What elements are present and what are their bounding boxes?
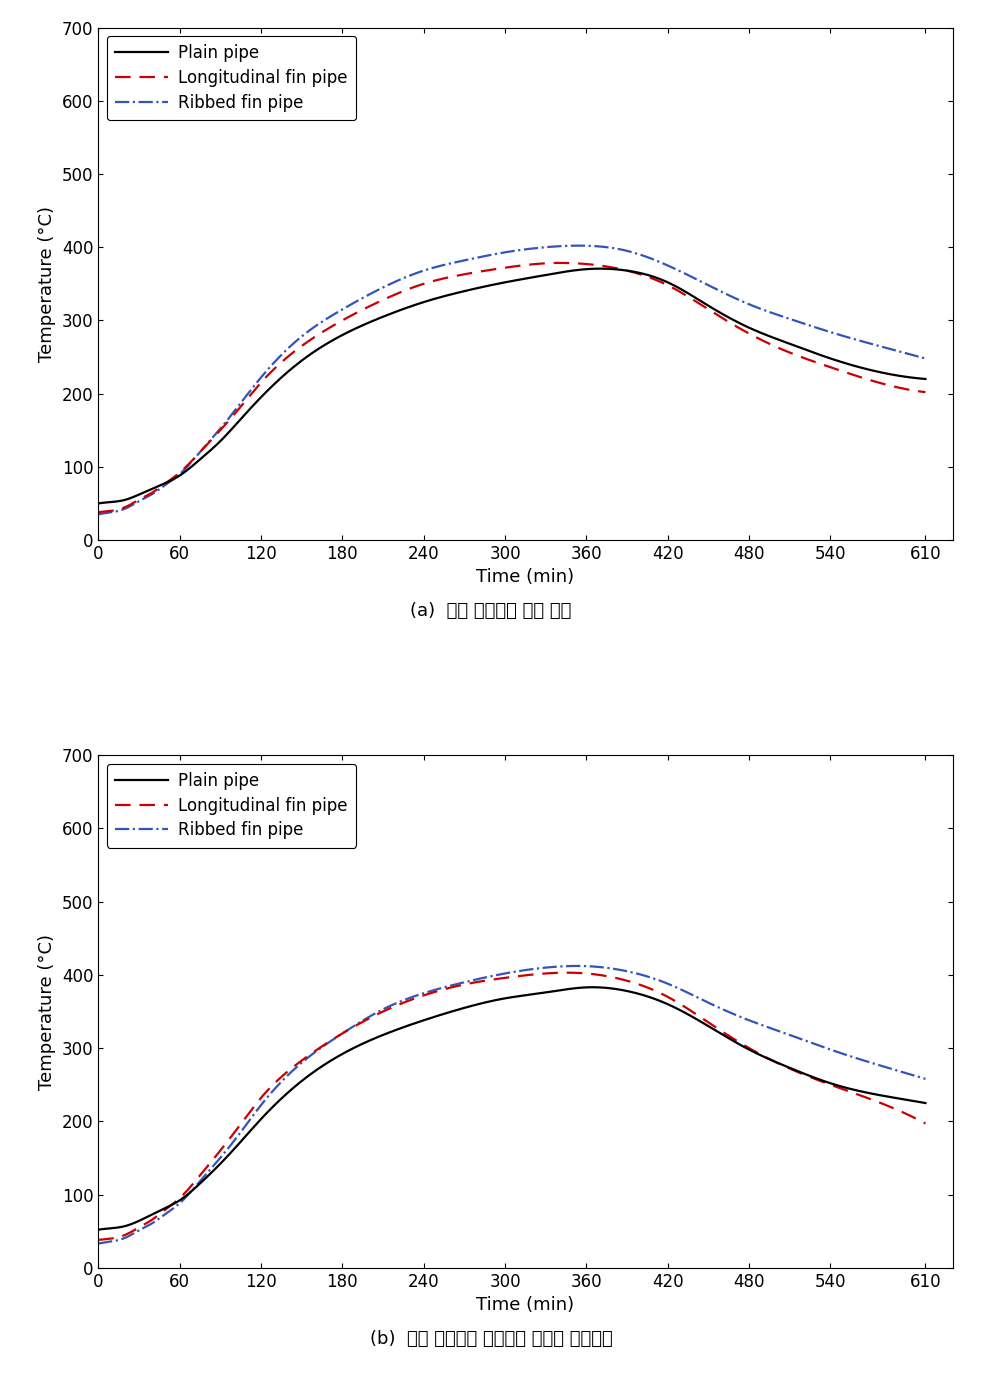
- Ribbed fin pipe: [571, 958, 582, 974]
- Ribbed fin pipe: [595, 959, 607, 976]
- Ribbed fin pipe: [92, 506, 104, 522]
- Plain pipe: [805, 343, 817, 360]
- Y-axis label: Temperature (°C): Temperature (°C): [38, 933, 56, 1090]
- Ribbed fin pipe: [143, 488, 155, 504]
- Text: (a)  중앙 단면에서 표면 위치: (a) 중앙 단면에서 표면 위치: [410, 602, 572, 620]
- Longitudinal fin pipe: [621, 973, 632, 989]
- Plain pipe: [805, 1068, 817, 1084]
- Longitudinal fin pipe: [143, 486, 155, 503]
- Plain pipe: [573, 980, 584, 996]
- Plain pipe: [595, 260, 607, 277]
- Longitudinal fin pipe: [595, 967, 607, 984]
- Ribbed fin pipe: [805, 1035, 817, 1051]
- Plain pipe: [595, 980, 607, 996]
- Ribbed fin pipe: [595, 238, 607, 255]
- Longitudinal fin pipe: [92, 504, 104, 521]
- Line: Ribbed fin pipe: Ribbed fin pipe: [98, 245, 925, 514]
- Plain pipe: [594, 260, 606, 277]
- Ribbed fin pipe: [573, 237, 585, 254]
- Line: Longitudinal fin pipe: Longitudinal fin pipe: [98, 973, 925, 1240]
- Legend: Plain pipe, Longitudinal fin pipe, Ribbed fin pipe: Plain pipe, Longitudinal fin pipe, Ribbe…: [106, 763, 356, 847]
- Plain pipe: [919, 371, 931, 387]
- Longitudinal fin pipe: [573, 965, 585, 981]
- Legend: Plain pipe, Longitudinal fin pipe, Ribbed fin pipe: Plain pipe, Longitudinal fin pipe, Ribbe…: [106, 36, 356, 120]
- Ribbed fin pipe: [805, 318, 817, 335]
- Longitudinal fin pipe: [555, 255, 567, 271]
- Plain pipe: [573, 262, 584, 278]
- Ribbed fin pipe: [621, 963, 632, 980]
- Longitudinal fin pipe: [562, 965, 573, 981]
- Longitudinal fin pipe: [595, 258, 607, 274]
- Ribbed fin pipe: [92, 1235, 104, 1251]
- Longitudinal fin pipe: [92, 1232, 104, 1248]
- Ribbed fin pipe: [919, 350, 931, 367]
- Plain pipe: [92, 495, 104, 511]
- Ribbed fin pipe: [721, 1003, 733, 1020]
- Ribbed fin pipe: [721, 287, 733, 303]
- Text: (b)  중앙 단면에서 중심부와 표면부 중간위치: (b) 중앙 단면에서 중심부와 표면부 중간위치: [369, 1330, 613, 1348]
- Line: Ribbed fin pipe: Ribbed fin pipe: [98, 966, 925, 1243]
- Plain pipe: [919, 1094, 931, 1111]
- Plain pipe: [586, 978, 598, 995]
- Plain pipe: [92, 1221, 104, 1237]
- Ribbed fin pipe: [143, 1217, 155, 1233]
- Line: Plain pipe: Plain pipe: [98, 269, 925, 503]
- Longitudinal fin pipe: [919, 384, 931, 401]
- Line: Longitudinal fin pipe: Longitudinal fin pipe: [98, 263, 925, 513]
- Longitudinal fin pipe: [573, 255, 585, 271]
- Ribbed fin pipe: [573, 237, 584, 254]
- Ribbed fin pipe: [621, 243, 632, 259]
- Longitudinal fin pipe: [721, 313, 733, 329]
- X-axis label: Time (min): Time (min): [476, 1297, 574, 1315]
- Plain pipe: [621, 262, 632, 278]
- Y-axis label: Temperature (°C): Temperature (°C): [38, 205, 56, 362]
- Plain pipe: [621, 983, 632, 999]
- Longitudinal fin pipe: [721, 1027, 733, 1043]
- Line: Plain pipe: Plain pipe: [98, 987, 925, 1229]
- Plain pipe: [143, 482, 155, 499]
- Longitudinal fin pipe: [805, 1069, 817, 1086]
- Longitudinal fin pipe: [621, 262, 632, 278]
- Ribbed fin pipe: [573, 958, 585, 974]
- Longitudinal fin pipe: [919, 1115, 931, 1131]
- Longitudinal fin pipe: [805, 353, 817, 369]
- Longitudinal fin pipe: [143, 1214, 155, 1231]
- Plain pipe: [143, 1207, 155, 1224]
- Ribbed fin pipe: [919, 1071, 931, 1087]
- X-axis label: Time (min): Time (min): [476, 569, 574, 587]
- Plain pipe: [721, 309, 733, 325]
- Plain pipe: [721, 1029, 733, 1046]
